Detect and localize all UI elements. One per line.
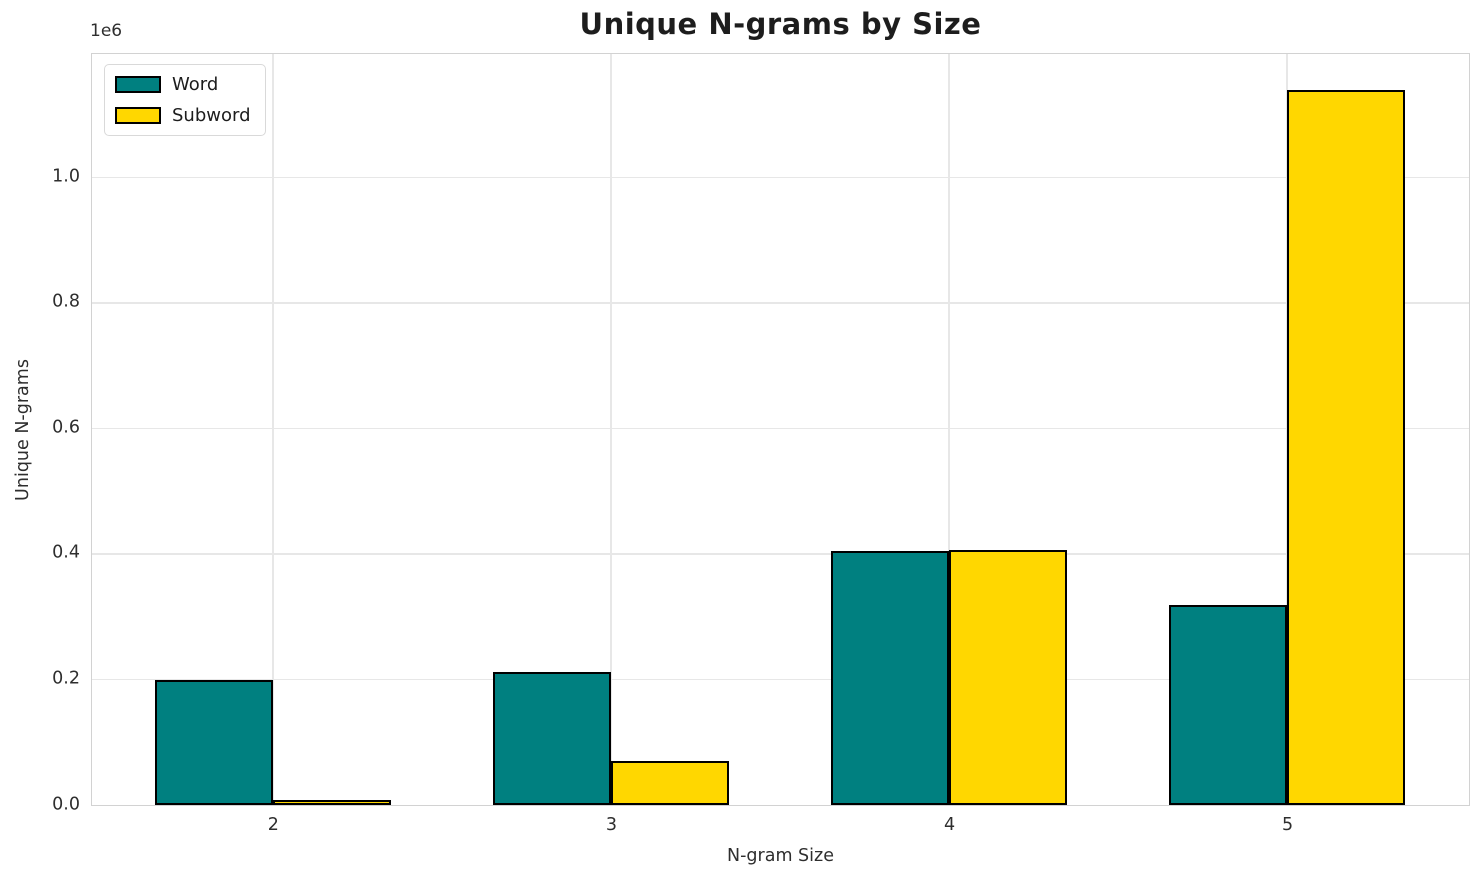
chart-title: Unique N-grams by Size (579, 7, 982, 41)
legend-label-subword: Subword (172, 104, 251, 126)
legend-swatch-word (115, 76, 161, 94)
legend-swatch-subword (115, 106, 161, 124)
gridline-horizontal (92, 302, 1469, 304)
y-tick-label: 0.4 (52, 542, 80, 563)
gridline-vertical (272, 54, 274, 805)
x-axis-label: N-gram Size (727, 846, 834, 866)
bar-subword-5 (1287, 90, 1406, 805)
y-tick-label: 1.0 (52, 166, 80, 187)
y-tick-label: 0.0 (52, 793, 80, 814)
legend: Word Subword (104, 64, 266, 137)
gridline-horizontal (92, 427, 1469, 430)
x-tick-label: 2 (267, 815, 279, 835)
y-axis-offset-text: 1e6 (90, 21, 123, 41)
bar-subword-3 (610, 761, 730, 805)
gridline-vertical (610, 54, 612, 805)
bars-layer (92, 54, 1469, 805)
bar-word-2 (154, 680, 273, 805)
gridline-horizontal (92, 553, 1469, 555)
y-tick-label: 0.6 (52, 417, 80, 438)
bar-word-4 (830, 551, 950, 805)
bar-word-5 (1168, 605, 1288, 805)
x-tick-label: 4 (943, 815, 956, 835)
legend-label-word: Word (172, 74, 219, 95)
y-tick-label: 0.2 (52, 668, 80, 689)
bar-word-3 (492, 671, 611, 805)
x-tick-label: 3 (605, 815, 618, 835)
x-tick-label: 5 (1282, 815, 1294, 835)
plot-area: Word Subword (91, 53, 1470, 806)
y-tick-label: 0.8 (52, 291, 80, 312)
gridline-horizontal (92, 176, 1469, 179)
legend-item-word: Word (115, 74, 251, 96)
bar-subword-2 (272, 799, 392, 805)
gridline-horizontal (92, 678, 1469, 681)
gridline-vertical (948, 54, 950, 805)
legend-item-subword: Subword (115, 105, 251, 127)
bar-subword-4 (949, 550, 1068, 805)
